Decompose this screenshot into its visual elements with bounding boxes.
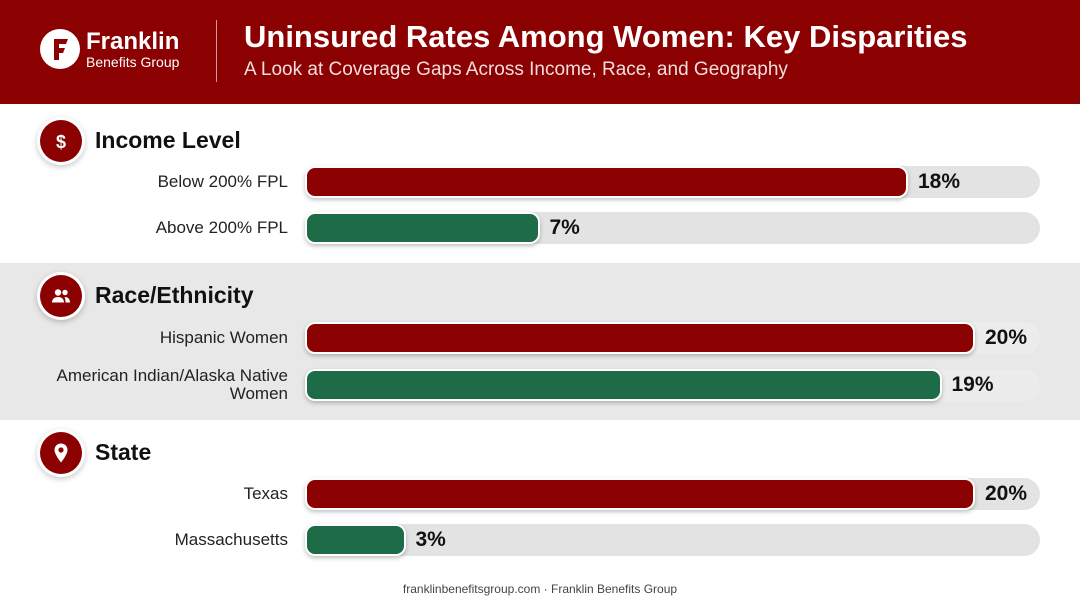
value-label: 7%	[549, 216, 580, 239]
bar-track	[305, 322, 1040, 354]
footer: franklinbenefitsgroup.com · Franklin Ben…	[402, 582, 678, 596]
map-pin-icon	[40, 432, 82, 474]
bar-track	[305, 369, 1040, 401]
bar-track	[305, 524, 1040, 556]
bar	[305, 478, 975, 510]
section-title-income: Income Level	[95, 127, 241, 153]
value-label: 20%	[985, 326, 1028, 349]
header-divider	[216, 20, 217, 82]
dollar-icon: $	[40, 120, 82, 162]
value-label: 3%	[415, 528, 446, 551]
section-race: Race/Ethnicity Hispanic Women 20% Americ…	[0, 263, 1080, 420]
bar-track	[305, 212, 1040, 244]
bar-track	[305, 478, 1040, 510]
section-state: State Texas 20% Massachusetts 3%	[0, 420, 1080, 580]
bar	[305, 322, 975, 354]
bar	[305, 212, 540, 244]
logo: Franklin Benefits Group	[40, 26, 215, 76]
chart-subtitle: A Look at Coverage Gaps Across Income, R…	[244, 59, 788, 80]
value-label: 20%	[985, 482, 1028, 505]
section-title-race: Race/Ethnicity	[95, 282, 254, 308]
category-label: Hispanic Women	[159, 328, 288, 347]
category-label: American Indian/Alaska Native Women	[56, 366, 288, 403]
svg-text:$: $	[56, 132, 66, 152]
chart-title: Uninsured Rates Among Women: Key Dispari…	[244, 19, 968, 54]
value-label: 19%	[951, 373, 994, 396]
section-title-state: State	[95, 439, 152, 465]
category-label: Massachusetts	[174, 530, 288, 549]
category-label: Texas	[243, 484, 288, 503]
people-icon	[40, 275, 82, 317]
section-income: $ Income Level Below 200% FPL 18% Above …	[0, 104, 1080, 263]
header: Franklin Benefits Group Uninsured Rates …	[0, 0, 1080, 104]
bar-track	[305, 166, 1040, 198]
logo-name: Franklin	[86, 28, 180, 55]
category-label: Above 200% FPL	[155, 218, 288, 237]
logo-f-icon	[40, 29, 80, 69]
category-label: Below 200% FPL	[157, 172, 288, 191]
bar	[305, 166, 908, 198]
bar	[305, 369, 942, 401]
logo-subtitle: Benefits Group	[86, 54, 180, 70]
value-label: 18%	[918, 170, 961, 193]
bar	[305, 524, 406, 556]
